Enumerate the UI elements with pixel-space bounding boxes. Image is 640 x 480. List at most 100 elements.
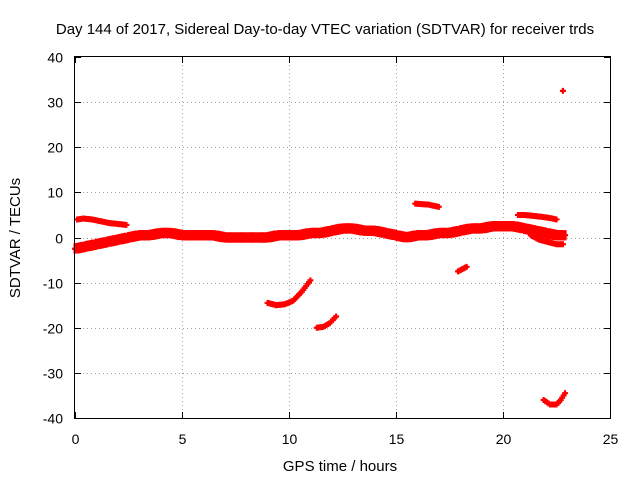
x-tick-label: 25	[603, 431, 619, 447]
data-point	[467, 225, 474, 232]
data-point	[93, 241, 100, 248]
x-tick-label: 15	[389, 431, 405, 447]
data-point	[463, 263, 470, 270]
data-point	[559, 241, 566, 248]
data-point	[200, 232, 207, 239]
data-point	[125, 234, 132, 241]
data-point	[146, 232, 153, 239]
data-point	[500, 223, 506, 230]
data-point	[489, 223, 496, 230]
data-point	[318, 229, 325, 236]
data-point	[307, 229, 314, 236]
data-point	[557, 396, 564, 403]
data-point	[80, 215, 87, 222]
axis-ticks	[75, 57, 611, 419]
data-points	[72, 87, 569, 408]
data-point	[562, 232, 569, 239]
data-point	[281, 301, 288, 308]
plot-frame	[74, 56, 611, 419]
data-point	[360, 227, 367, 234]
data-point	[290, 297, 297, 304]
data-point	[243, 234, 250, 241]
data-point	[562, 390, 569, 397]
data-point	[553, 216, 560, 223]
data-point	[425, 232, 432, 239]
y-tick-label: -20	[43, 321, 63, 337]
y-tick-labels: -40 -30 -20 -10 0 10 20 30 40	[43, 50, 63, 427]
data-point	[446, 229, 453, 236]
x-tick-label: 0	[72, 431, 80, 447]
data-point	[326, 320, 333, 327]
data-point	[510, 223, 517, 230]
chart-title: Day 144 of 2017, Sidereal Day-to-day VTE…	[56, 21, 594, 38]
x-tick-label: 20	[496, 431, 512, 447]
data-point	[455, 268, 462, 275]
data-point	[307, 277, 314, 284]
data-point	[553, 241, 560, 248]
data-point	[328, 227, 335, 234]
data-point	[114, 236, 121, 243]
data-point	[114, 220, 121, 227]
data-point	[333, 313, 340, 320]
data-point	[412, 200, 419, 207]
data-point	[104, 239, 111, 246]
data-point	[168, 229, 175, 236]
data-point	[296, 232, 303, 239]
x-tick-label: 10	[282, 431, 298, 447]
data-point	[275, 232, 282, 239]
data-point	[547, 215, 554, 222]
data-point	[553, 401, 560, 408]
data-point	[538, 213, 545, 220]
data-point	[89, 216, 96, 223]
data-point	[382, 229, 389, 236]
data-point	[232, 234, 239, 241]
data-point	[529, 212, 536, 219]
data-point	[97, 218, 104, 225]
data-point	[393, 232, 399, 239]
y-tick-label: 10	[47, 185, 63, 201]
y-axis-label: SDTVAR / TECUs	[7, 178, 24, 298]
y-tick-label: 40	[47, 50, 63, 66]
data-point	[339, 225, 346, 232]
data-point	[157, 229, 164, 236]
y-tick-label: 0	[55, 231, 63, 247]
data-point	[371, 227, 378, 234]
data-point	[106, 220, 113, 227]
data-point	[313, 324, 320, 331]
x-tick-label: 5	[179, 431, 187, 447]
data-point	[298, 288, 305, 295]
y-tick-label: -40	[43, 411, 63, 427]
data-point	[478, 225, 485, 232]
data-point	[559, 87, 566, 94]
y-tick-label: -30	[43, 366, 63, 382]
data-point	[273, 302, 280, 309]
data-point	[536, 236, 543, 243]
x-axis-label: GPS time / hours	[283, 458, 397, 475]
data-point	[527, 232, 534, 239]
data-point	[459, 266, 466, 273]
data-point	[403, 234, 410, 241]
data-point	[179, 232, 185, 239]
data-point	[264, 234, 271, 241]
x-tick-labels: 0 5 10 15 20 25	[72, 431, 619, 447]
data-point	[435, 203, 442, 210]
data-point	[221, 234, 228, 241]
data-point	[286, 232, 292, 239]
data-point	[418, 201, 425, 208]
data-point	[521, 211, 528, 218]
data-point	[547, 401, 554, 408]
data-point	[74, 216, 81, 223]
data-point	[544, 239, 551, 246]
data-point	[540, 396, 547, 403]
data-point	[457, 227, 464, 234]
data-point	[253, 234, 260, 241]
data-point	[136, 232, 143, 239]
data-point	[553, 232, 560, 239]
data-point	[211, 232, 218, 239]
y-tick-label: 20	[47, 140, 63, 156]
y-tick-label: -10	[43, 276, 63, 292]
data-point	[542, 229, 549, 236]
data-point	[320, 323, 327, 330]
data-point	[189, 232, 196, 239]
